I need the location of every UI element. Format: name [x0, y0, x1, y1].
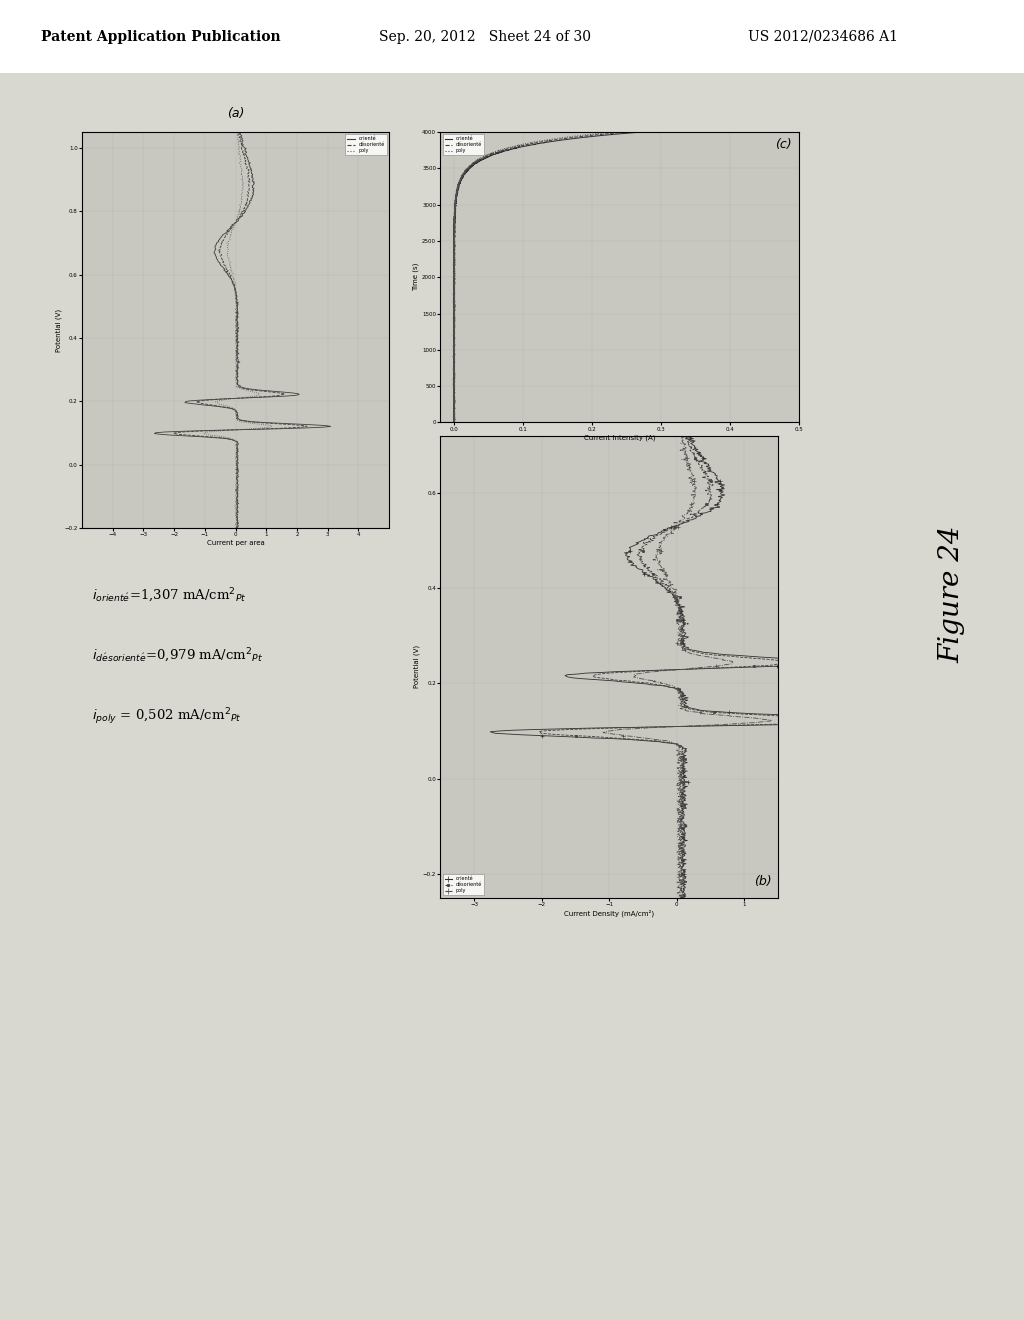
- Text: (a): (a): [227, 107, 244, 120]
- Text: Patent Application Publication: Patent Application Publication: [41, 30, 281, 44]
- Text: (b): (b): [754, 875, 771, 888]
- Text: $i_{poly}$ = 0,502 mA/cm$^{2}$$_{Pt}$: $i_{poly}$ = 0,502 mA/cm$^{2}$$_{Pt}$: [92, 706, 242, 727]
- Text: Figure 24: Figure 24: [939, 525, 966, 663]
- X-axis label: Current per area: Current per area: [207, 540, 264, 546]
- Text: (c): (c): [775, 137, 792, 150]
- Y-axis label: Time (s): Time (s): [413, 263, 420, 292]
- Legend: orienté, désorienté, poly: orienté, désorienté, poly: [442, 135, 484, 156]
- Legend: orienté, désorienté, poly: orienté, désorienté, poly: [345, 135, 387, 156]
- Text: Sep. 20, 2012   Sheet 24 of 30: Sep. 20, 2012 Sheet 24 of 30: [379, 30, 591, 44]
- Y-axis label: Potential (V): Potential (V): [55, 309, 61, 351]
- Text: US 2012/0234686 A1: US 2012/0234686 A1: [748, 30, 897, 44]
- X-axis label: Current Intensity (A): Current Intensity (A): [584, 434, 655, 441]
- Legend: orienté, désorienté, poly: orienté, désorienté, poly: [442, 874, 484, 895]
- Text: $i_{orient\acute{e}}$=1,307 mA/cm$^{2}$$_{Pt}$: $i_{orient\acute{e}}$=1,307 mA/cm$^{2}$$…: [92, 587, 247, 606]
- Y-axis label: Potential (V): Potential (V): [414, 645, 420, 688]
- Text: $i_{d\acute{e}sorient\acute{e}}$=0,979 mA/cm$^{2}$$_{Pt}$: $i_{d\acute{e}sorient\acute{e}}$=0,979 m…: [92, 647, 263, 665]
- X-axis label: Current Density (mA/cm²): Current Density (mA/cm²): [564, 909, 654, 917]
